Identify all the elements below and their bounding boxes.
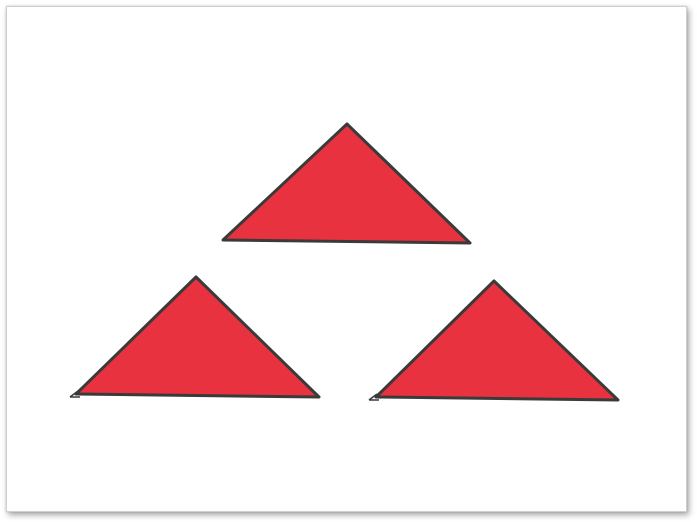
picture-frame <box>6 6 687 512</box>
bottom-left-triangle <box>74 275 321 399</box>
scan-mark-left <box>69 390 80 398</box>
bottom-right-triangle <box>374 279 620 402</box>
top-triangle <box>221 122 472 245</box>
scan-mark-right <box>368 393 379 401</box>
